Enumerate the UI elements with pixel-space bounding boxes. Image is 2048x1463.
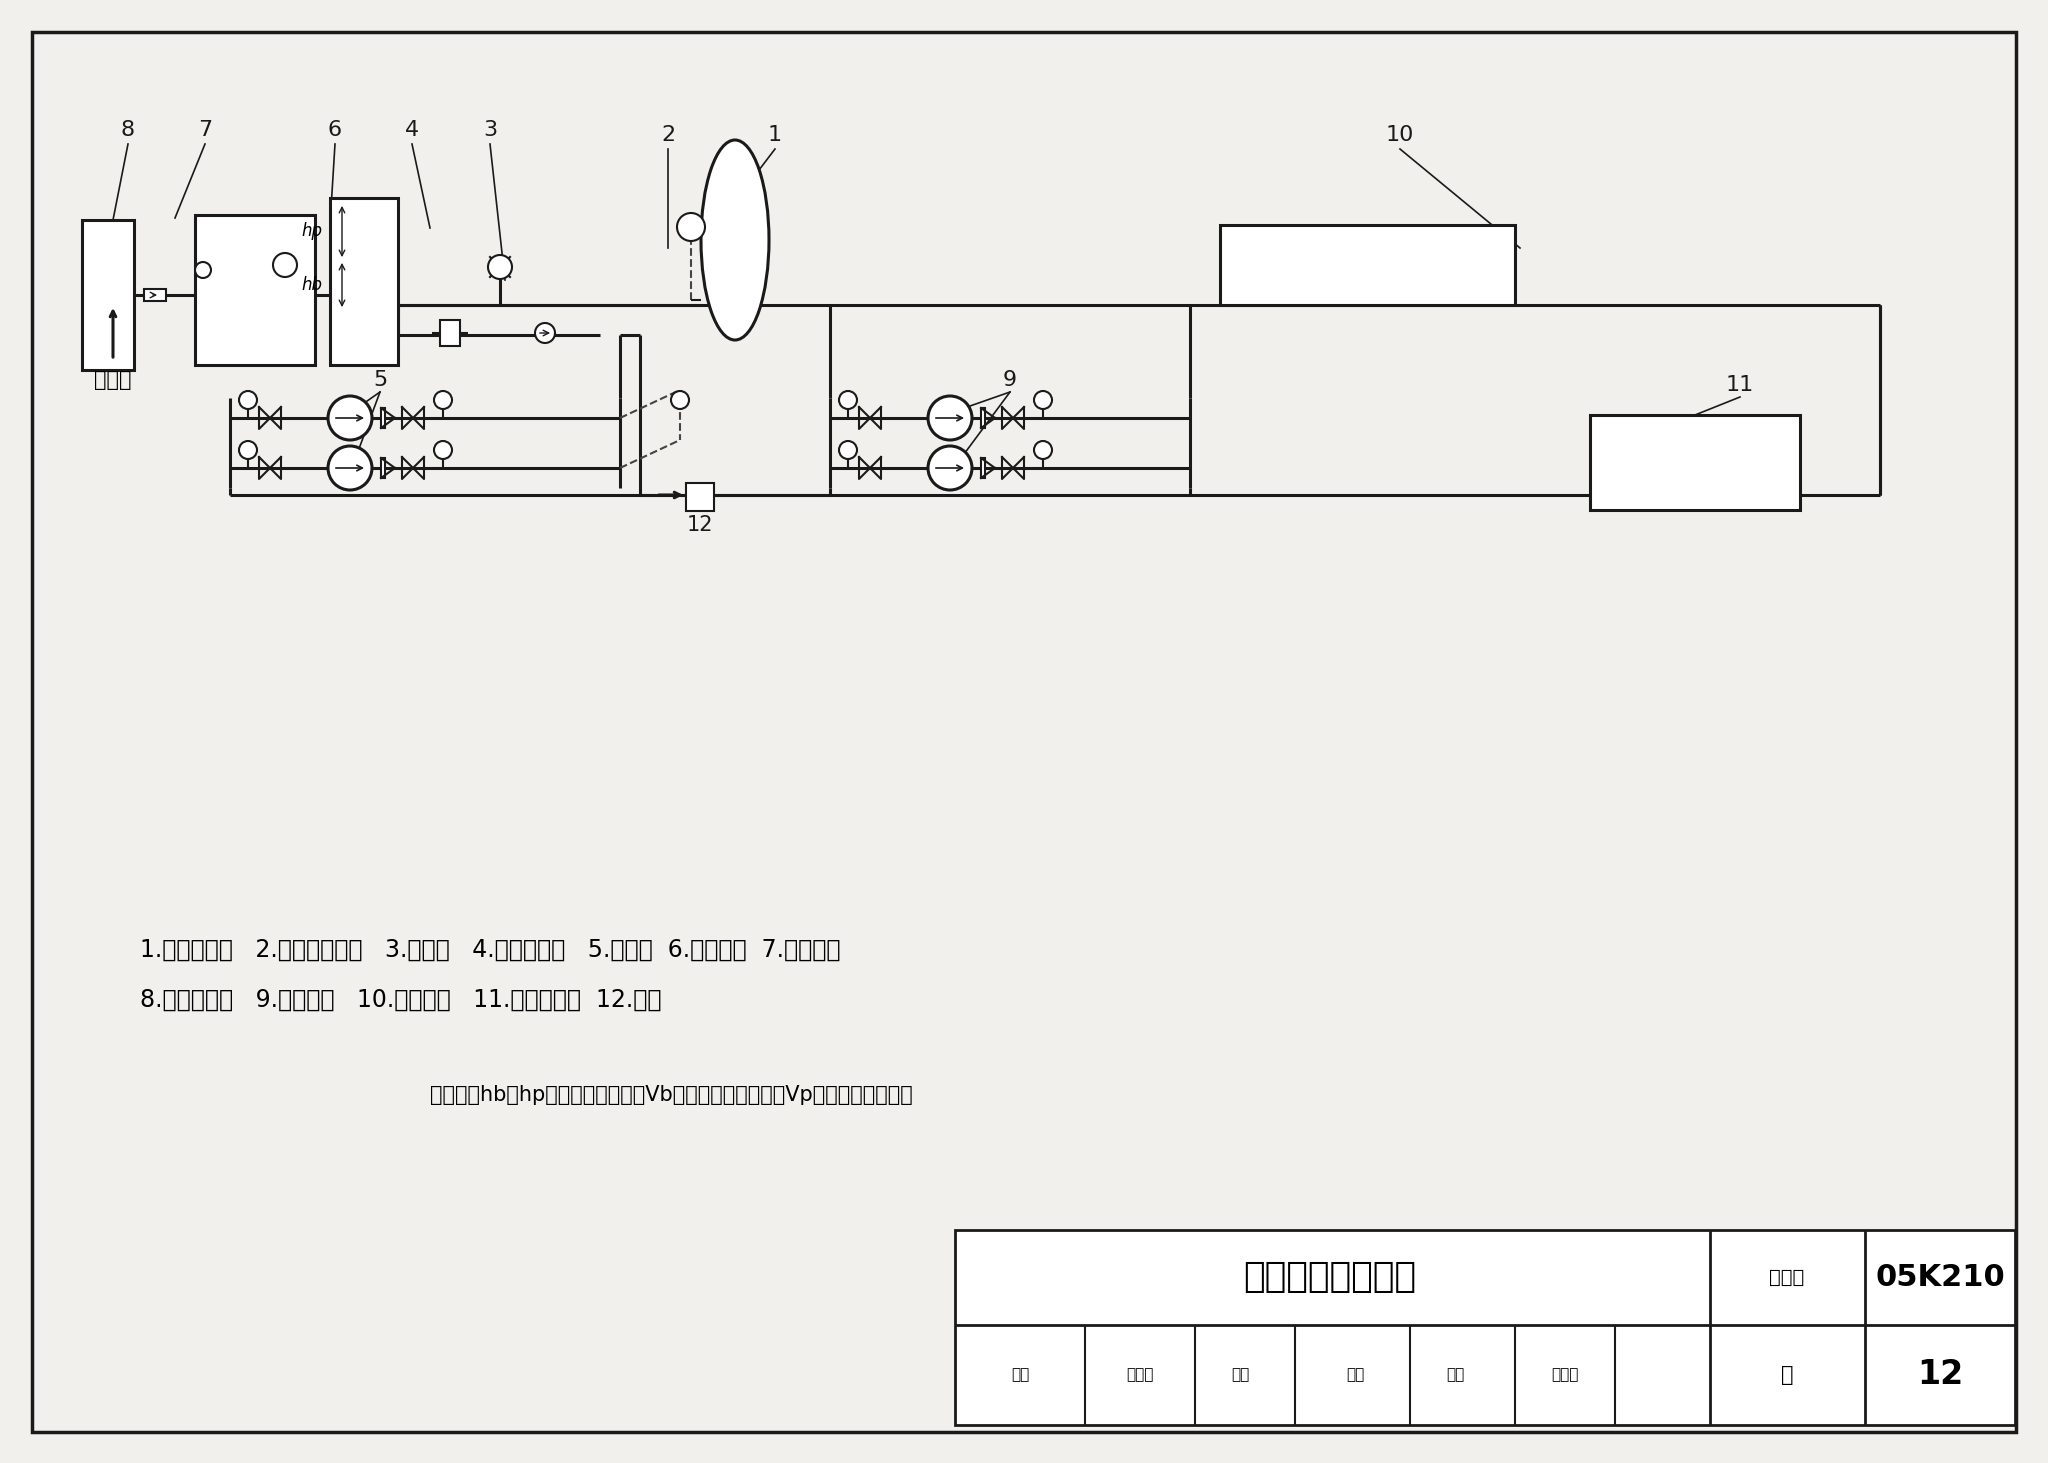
Text: 12: 12 (1917, 1359, 1964, 1391)
Circle shape (1034, 391, 1053, 410)
Text: 王加: 王加 (1346, 1368, 1364, 1383)
Bar (1589, 415, 1800, 511)
Text: 接给水: 接给水 (94, 370, 131, 391)
Text: 气压罐定压原理图: 气压罐定压原理图 (1243, 1260, 1417, 1293)
Bar (686, 483, 715, 511)
Text: 5: 5 (373, 370, 387, 391)
Circle shape (328, 446, 373, 490)
Circle shape (928, 446, 973, 490)
Bar (330, 198, 397, 364)
Bar (440, 320, 461, 347)
Circle shape (487, 255, 512, 279)
Circle shape (240, 391, 256, 410)
Text: 审核: 审核 (1012, 1368, 1030, 1383)
Text: hp: hp (301, 222, 322, 240)
Text: 8.倒流防止器   9.循环水泵   10.末端用户   11.冷热源装置  12.水表: 8.倒流防止器 9.循环水泵 10.末端用户 11.冷热源装置 12.水表 (139, 988, 662, 1012)
Text: 8: 8 (121, 120, 135, 140)
Text: 张亚立: 张亚立 (1550, 1368, 1579, 1383)
Text: 3: 3 (483, 120, 498, 140)
Circle shape (434, 440, 453, 459)
Text: 宋孝春: 宋孝春 (1126, 1368, 1153, 1383)
Circle shape (928, 396, 973, 440)
Bar (381, 408, 385, 429)
Text: 校对: 校对 (1231, 1368, 1249, 1383)
Text: 图集号: 图集号 (1769, 1267, 1804, 1286)
Circle shape (434, 391, 453, 410)
Text: 12: 12 (686, 515, 713, 535)
Circle shape (240, 440, 256, 459)
Text: 9: 9 (1004, 370, 1018, 391)
Text: hb: hb (301, 277, 322, 294)
Text: 7: 7 (199, 120, 213, 140)
Circle shape (1034, 440, 1053, 459)
Text: 11: 11 (1726, 375, 1755, 395)
Text: 注：图中hb、hp分别为系统补水量Vb、系统最大膨胀水量Vp对应的水位高差。: 注：图中hb、hp分别为系统补水量Vb、系统最大膨胀水量Vp对应的水位高差。 (430, 1086, 913, 1105)
Text: 10: 10 (1386, 124, 1415, 145)
Text: 页: 页 (1782, 1365, 1794, 1385)
Circle shape (678, 214, 705, 241)
Bar (82, 219, 133, 370)
Bar (195, 215, 315, 364)
Text: 4: 4 (406, 120, 420, 140)
Bar (143, 290, 166, 301)
Circle shape (328, 396, 373, 440)
Circle shape (272, 253, 297, 277)
Text: 1: 1 (768, 124, 782, 145)
Bar (954, 1230, 2015, 1425)
Circle shape (672, 391, 688, 410)
Text: 2: 2 (662, 124, 676, 145)
Text: 05K210: 05K210 (1876, 1263, 2005, 1292)
Circle shape (195, 262, 211, 278)
Circle shape (840, 440, 856, 459)
Ellipse shape (700, 140, 768, 339)
Bar (981, 408, 985, 429)
Bar (381, 458, 385, 478)
Text: 设计: 设计 (1446, 1368, 1464, 1383)
Circle shape (535, 323, 555, 342)
Bar (1221, 225, 1516, 304)
Text: 1.囊式气压罐   2.电接点压力表   3.安全阀   4.泄水电磁阀   5.补水泵  6.软化水箱  7.软化设备: 1.囊式气压罐 2.电接点压力表 3.安全阀 4.泄水电磁阀 5.补水泵 6.软… (139, 938, 840, 963)
Bar (981, 458, 985, 478)
Text: 6: 6 (328, 120, 342, 140)
Circle shape (840, 391, 856, 410)
